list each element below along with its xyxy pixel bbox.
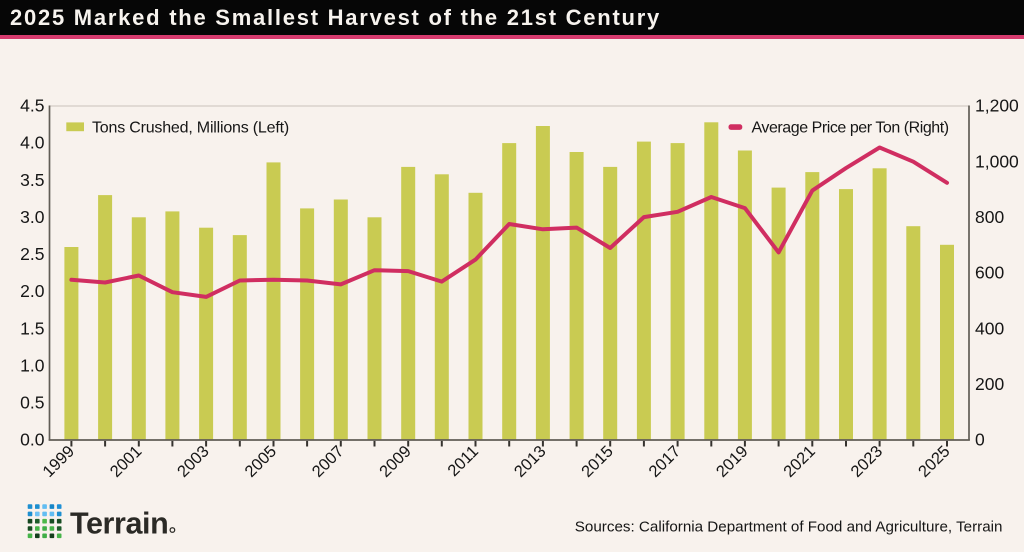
svg-text:400: 400 <box>975 318 1004 338</box>
svg-text:2003: 2003 <box>174 442 213 481</box>
svg-text:1999: 1999 <box>39 442 78 481</box>
svg-text:2023: 2023 <box>848 442 887 481</box>
svg-text:2007: 2007 <box>309 442 348 481</box>
svg-text:2001: 2001 <box>107 442 146 481</box>
svg-text:2011: 2011 <box>444 442 482 480</box>
svg-text:2.5: 2.5 <box>20 244 44 264</box>
svg-text:2005: 2005 <box>241 442 280 481</box>
svg-text:200: 200 <box>975 374 1004 394</box>
svg-text:Tons Crushed, Millions (Left): Tons Crushed, Millions (Left) <box>92 120 289 137</box>
svg-text:2017: 2017 <box>646 442 685 481</box>
svg-text:0.5: 0.5 <box>20 393 44 413</box>
svg-text:1.5: 1.5 <box>20 318 44 338</box>
svg-text:1,000: 1,000 <box>975 151 1019 171</box>
svg-text:3.5: 3.5 <box>20 170 44 190</box>
svg-text:0: 0 <box>975 430 985 450</box>
svg-text:800: 800 <box>975 207 1004 227</box>
svg-text:2013: 2013 <box>511 442 550 481</box>
svg-text:4.0: 4.0 <box>20 133 45 153</box>
svg-text:3.0: 3.0 <box>20 207 45 227</box>
svg-text:2015: 2015 <box>578 442 617 481</box>
svg-text:0.0: 0.0 <box>20 430 45 450</box>
svg-text:4.5: 4.5 <box>20 96 44 116</box>
svg-text:2019: 2019 <box>713 442 752 481</box>
svg-text:Terrain: Terrain <box>70 507 168 541</box>
svg-text:2025: 2025 <box>915 442 954 481</box>
svg-text:Average Price per Ton (Right): Average Price per Ton (Right) <box>752 120 949 137</box>
svg-text:600: 600 <box>975 263 1004 283</box>
svg-text:2021: 2021 <box>780 442 819 481</box>
svg-text:1,200: 1,200 <box>975 96 1019 116</box>
svg-text:1.0: 1.0 <box>20 355 45 375</box>
svg-text:Sources: California Department: Sources: California Department of Food a… <box>575 519 1003 536</box>
svg-text:2.0: 2.0 <box>20 281 45 301</box>
svg-text:2009: 2009 <box>376 442 415 481</box>
